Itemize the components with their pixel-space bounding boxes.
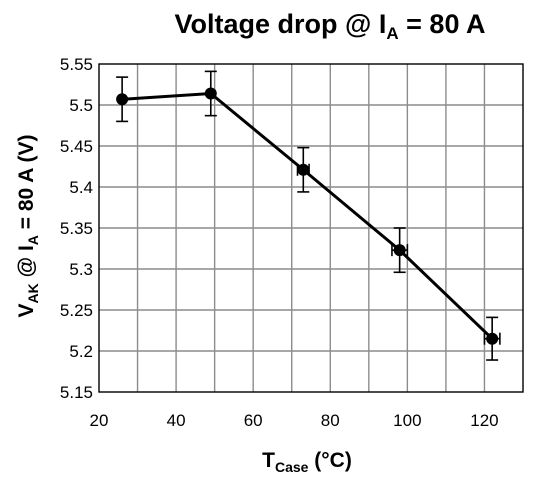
x-tick-label: 100 xyxy=(393,411,421,430)
y-tick-label: 5.45 xyxy=(60,137,93,156)
data-point xyxy=(393,244,406,257)
y-tick-label: 5.4 xyxy=(69,178,93,197)
y-tick-label: 5.25 xyxy=(60,301,93,320)
data-point xyxy=(204,87,217,100)
chart-title-rest: = 80 A xyxy=(399,9,486,39)
y-axis-label-subscript2: A xyxy=(25,235,41,245)
y-axis-label-part2: @ I xyxy=(15,245,38,283)
x-axis-label-main: T xyxy=(262,449,275,472)
data-point xyxy=(297,163,310,176)
x-tick-label: 80 xyxy=(321,411,340,430)
gridlines xyxy=(98,63,524,393)
y-tick-label: 5.2 xyxy=(69,342,93,361)
x-tick-label: 40 xyxy=(167,411,186,430)
y-axis-label: VAK @ IA = 80 A (V) xyxy=(15,135,41,318)
x-tick-label: 120 xyxy=(470,411,498,430)
data-series xyxy=(116,70,501,361)
y-tick-label: 5.3 xyxy=(69,260,93,279)
chart-title-subscript: A xyxy=(386,24,398,43)
y-tick-label: 5.5 xyxy=(69,96,93,115)
chart-title: Voltage drop @ IA = 80 A xyxy=(175,9,486,43)
y-tick-label: 5.55 xyxy=(60,55,93,74)
x-axis-label-rest: (°C) xyxy=(308,449,351,472)
y-tick-label: 5.15 xyxy=(60,383,93,402)
y-axis-ticks: 5.15 5.2 5.25 5.3 5.35 5.4 5.45 5.5 5.55 xyxy=(60,55,93,402)
x-tick-label: 20 xyxy=(90,411,109,430)
x-tick-label: 60 xyxy=(244,411,263,430)
x-axis-label: TCase (°C) xyxy=(262,449,352,475)
y-axis-label-part1: V xyxy=(15,303,38,317)
plot-frame xyxy=(98,63,524,393)
y-axis-label-subscript1: AK xyxy=(25,283,41,303)
chart-title-main: Voltage drop @ I xyxy=(175,9,387,39)
y-axis-label-part3: = 80 A (V) xyxy=(15,135,38,236)
data-point xyxy=(486,332,499,345)
x-axis-label-subscript: Case xyxy=(275,459,309,475)
y-tick-label: 5.35 xyxy=(60,219,93,238)
x-axis-ticks: 20 40 60 80 100 120 xyxy=(90,411,499,430)
data-point xyxy=(116,93,129,106)
series-line xyxy=(122,91,494,340)
